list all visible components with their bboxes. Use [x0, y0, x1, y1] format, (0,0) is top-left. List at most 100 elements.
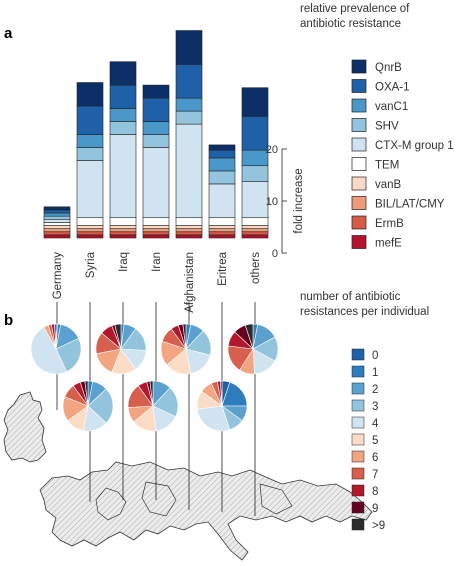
- legend-swatch-ctx-m-group-1: [351, 137, 367, 152]
- bar-eritrea-mefe: [208, 234, 236, 239]
- bar-iraq-tem: [109, 217, 137, 226]
- bar-iraq-ctx-m-group-1: [109, 134, 137, 219]
- pie-legend-label-4: 4: [372, 418, 379, 430]
- pie-legend-label-2: 2: [372, 384, 378, 396]
- bar-iran-qnrb: [142, 84, 170, 99]
- bar-others-tem: [241, 217, 269, 226]
- bar-syria-bil-lat-cmy: [76, 228, 104, 233]
- legend-swatch-vanc1: [351, 98, 367, 113]
- category-label-others: others: [250, 252, 262, 284]
- bar-iran-tem: [142, 217, 170, 226]
- bar-others-bil-lat-cmy: [241, 228, 269, 233]
- bar-syria-tem: [76, 217, 104, 226]
- bar-others-ermb: [241, 231, 269, 236]
- bar-afghanistan-qnrb: [175, 30, 203, 65]
- bar-afghanistan-tem: [175, 217, 203, 226]
- panel-a-letter: a: [4, 25, 13, 42]
- bar-iraq-shv: [109, 121, 137, 135]
- bar-iran-ctx-m-group-1: [142, 147, 170, 219]
- bar-others-oxa-1: [241, 116, 269, 151]
- pie-legend-swatch-1: [351, 365, 365, 378]
- bar-eritrea-ermb: [208, 231, 236, 236]
- legend-swatch-shv: [351, 118, 367, 132]
- pie-iraq: [95, 323, 147, 375]
- legend-swatch-oxa-1: [351, 79, 367, 93]
- pie-legend-swatch-2: [351, 382, 365, 395]
- y-tick-label-20: 20: [266, 144, 278, 156]
- legend-swatch-ermb: [351, 215, 367, 230]
- bar-afghanistan-oxa-1: [175, 64, 203, 99]
- pie-legend-swatch-4: [351, 416, 365, 429]
- bar-iran-bil-lat-cmy: [142, 228, 170, 233]
- bar-germany-bil-lat-cmy: [43, 228, 71, 233]
- pie-legend-label-1: 1: [372, 367, 378, 379]
- slice-eritrea-9: [220, 380, 223, 407]
- pie-legend-label-9: 9: [372, 503, 378, 515]
- pie-legend-label-3: 3: [372, 401, 378, 413]
- bar-others-mefe: [241, 234, 269, 239]
- bar-afghanistan-ermb: [175, 231, 203, 236]
- bar-germany-qnrb: [43, 206, 71, 211]
- region-border: [95, 481, 293, 521]
- bar-iran-vanc1: [142, 121, 170, 135]
- bar-syria-ermb: [76, 231, 104, 236]
- legend-label-tem: TEM: [375, 160, 399, 172]
- bar-others-qnrb: [241, 87, 269, 117]
- pie-legend-label-gt9: >9: [372, 520, 385, 532]
- bar-others-shv: [241, 165, 269, 182]
- slice-eritrea-4: [196, 405, 231, 432]
- category-label-eritrea: Eritrea: [217, 251, 229, 285]
- slice-syria-gt9: [84, 380, 89, 407]
- slice-syria-3: [87, 388, 114, 424]
- slice-iran-gt9: [149, 380, 154, 407]
- pie-legend-label-6: 6: [372, 452, 378, 464]
- legend-label-ctx-m-group-1: CTX-M group 1: [375, 140, 454, 152]
- panel-b-letter: b: [4, 312, 13, 329]
- pie-germany: [30, 323, 82, 375]
- pie-legend-swatch-gt9: [351, 518, 365, 531]
- bar-eritrea-ctx-m-group-1: [208, 183, 236, 219]
- bar-iraq-oxa-1: [109, 84, 137, 109]
- pie-legend-swatch-7: [351, 467, 365, 480]
- pie-afghanistan: [160, 323, 212, 375]
- bar-syria-ctx-m-group-1: [76, 160, 104, 219]
- pie-legend-label-5: 5: [372, 435, 378, 447]
- bar-iran-vanb: [142, 225, 170, 229]
- bar-afghanistan-ctx-m-group-1: [175, 123, 203, 219]
- bar-germany-mefe: [43, 234, 71, 239]
- bar-germany-shv: [43, 215, 71, 220]
- bar-eritrea-vanb: [208, 225, 236, 229]
- bar-others-vanc1: [241, 149, 269, 167]
- pie-legend-swatch-8: [351, 484, 365, 497]
- bar-afghanistan-mefe: [175, 234, 203, 239]
- bar-germany-tem: [43, 222, 71, 226]
- category-label-syria: Syria: [85, 251, 97, 278]
- legend-swatch-mefe: [351, 235, 367, 249]
- slice-iraq-gt9: [114, 323, 122, 350]
- legend-label-vanb: vanB: [375, 179, 402, 191]
- bar-syria-oxa-1: [76, 105, 104, 135]
- chart-a-title: relative prevalence of antibiotic resista…: [300, 3, 410, 30]
- pie-legend-label-7: 7: [372, 469, 378, 481]
- legend-label-oxa-1: OXA-1: [375, 82, 410, 94]
- bar-others-vanb: [241, 225, 269, 229]
- bar-eritrea-tem: [208, 217, 236, 226]
- slice-germany-3: [55, 337, 82, 373]
- legend-swatch-qnrb: [351, 59, 367, 74]
- bar-syria-vanb: [76, 225, 104, 229]
- bar-syria-vanc1: [76, 134, 104, 148]
- category-label-germany: Germany: [52, 252, 64, 300]
- bar-iraq-vanb: [109, 225, 137, 229]
- bar-germany-ctx-m-group-1: [43, 218, 71, 223]
- pie-syria: [62, 380, 114, 432]
- legend-label-shv: SHV: [375, 121, 399, 133]
- legend-swatch-bil-lat-cmy: [351, 196, 367, 210]
- y-axis-title: fold increase: [293, 168, 305, 233]
- category-label-afghanistan: Afghanistan: [184, 252, 196, 313]
- pie-others: [227, 323, 279, 375]
- bar-iraq-qnrb: [109, 61, 137, 86]
- bar-eritrea-qnrb: [208, 144, 236, 151]
- bar-germany-vanb: [43, 225, 71, 229]
- bar-afghanistan-bil-lat-cmy: [175, 228, 203, 233]
- bar-eritrea-shv: [208, 170, 236, 185]
